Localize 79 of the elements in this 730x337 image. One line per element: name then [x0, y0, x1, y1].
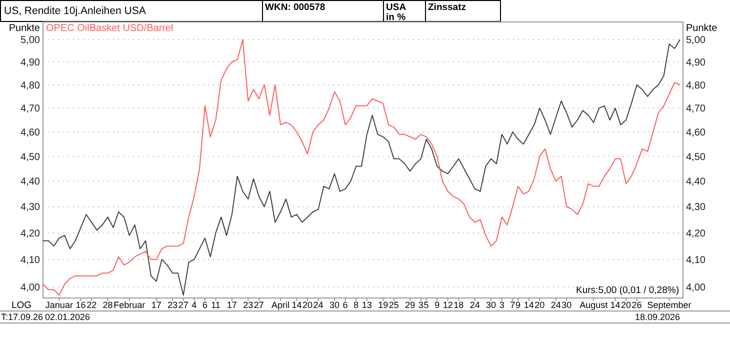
- text: 4,40: [686, 176, 706, 188]
- y-tick-label: 4,60: [20, 127, 40, 138]
- x-tick-label: 11: [211, 300, 220, 310]
- text: Zinssatz: [428, 2, 466, 13]
- y-tick-label: 4,30: [20, 202, 40, 214]
- x-tick-label: 9: [516, 300, 521, 310]
- annotation: Kurs:5,00 (0,01 / 0,28%): [576, 285, 679, 296]
- text: 4,80: [686, 80, 706, 92]
- x-tick-label: 5: [424, 300, 429, 310]
- text: LOG: [11, 300, 32, 311]
- x-tick-label: 20: [621, 300, 632, 310]
- x-tick-label: Februar: [114, 300, 146, 310]
- x-tick-label: 17: [226, 300, 237, 310]
- x-tick-label: 3: [499, 300, 504, 310]
- annotation: USA in %: [386, 2, 406, 23]
- text: 02.01.2026: [45, 312, 90, 322]
- x-tick-label: 25: [388, 300, 399, 310]
- text: 4,90: [686, 57, 706, 68]
- x-tick-label: 9: [434, 300, 440, 310]
- x-tick-label: 22: [86, 300, 97, 310]
- x-tick-label: 14: [610, 300, 620, 310]
- y-axis-title: Punkte: [8, 23, 40, 34]
- y-tick-label: 4,00: [20, 282, 40, 294]
- x-tick-label: 6: [202, 300, 208, 310]
- text: 18.09.2026: [634, 312, 680, 322]
- y2-axis-title: Punkte: [686, 23, 718, 34]
- text: 4,10: [686, 255, 706, 266]
- x-tick-label: 13: [362, 300, 372, 310]
- y-tick-label: 4,90: [20, 57, 40, 68]
- y-tick-label: 4,50: [20, 152, 40, 163]
- x-tick-label: 28: [102, 300, 113, 310]
- text: WKN: 000578: [265, 2, 326, 13]
- y-tick-label: 4,10: [20, 255, 40, 266]
- x-tick-label: 8: [354, 300, 359, 310]
- text: 5,00: [686, 35, 706, 46]
- x-tick-label: 30: [562, 300, 572, 310]
- x-tick-label: 23: [243, 300, 254, 310]
- x-tick-label: Januar: [45, 300, 73, 310]
- y-tick-label: 4,80: [20, 80, 40, 92]
- x-tick-label: 24: [470, 300, 480, 310]
- x-tick-label: 24: [550, 300, 561, 310]
- text: 4,20: [686, 228, 706, 240]
- x-tick-label: 7: [510, 300, 516, 310]
- x-tick-label: 30: [486, 300, 496, 310]
- text: OPEC OilBasket USD/Barrel: [46, 23, 174, 34]
- x-tick-label: 4: [192, 300, 197, 310]
- x-tick-label: 29: [405, 300, 416, 310]
- x-tick-label: 6: [342, 300, 348, 310]
- text: 4,50: [686, 152, 706, 163]
- x-tick-label: 18: [454, 300, 464, 310]
- x-tick-label: 23: [168, 300, 178, 310]
- text: 4,30: [686, 202, 706, 214]
- chart-title: US, Rendite 10j.Anleihen USA: [4, 5, 146, 17]
- x-tick-label: 17: [151, 300, 162, 310]
- x-tick-label: 14: [524, 300, 534, 310]
- x-tick-label: April: [272, 300, 290, 310]
- x-tick-label: 14: [292, 300, 302, 310]
- x-tick-label: 3: [418, 300, 424, 310]
- y-tick-label: 4,70: [20, 104, 40, 115]
- text: 4,60: [686, 127, 706, 138]
- x-tick-label: 19: [378, 300, 388, 310]
- x-tick-label: 26: [632, 300, 642, 310]
- x-tick-label: 16: [76, 300, 86, 310]
- text: 4,00: [686, 282, 706, 294]
- x-tick-label: 20: [302, 300, 313, 310]
- x-tick-label: 27: [178, 300, 188, 310]
- x-tick-label: September: [647, 300, 692, 310]
- x-tick-label: 30: [330, 300, 340, 310]
- text: T:17.09.26: [1, 312, 44, 322]
- text: 4,70: [686, 104, 706, 115]
- x-tick-label: 20: [534, 300, 545, 310]
- line-series: [42, 39, 680, 296]
- y-tick-label: 4,40: [20, 176, 40, 188]
- x-tick-label: August: [580, 300, 608, 310]
- x-tick-label: 12: [442, 300, 453, 310]
- x-tick-label: 24: [313, 300, 324, 310]
- x-tick-label: 27: [254, 300, 264, 310]
- y-tick-label: 5,00: [20, 35, 40, 46]
- y-tick-label: 4,20: [20, 228, 40, 240]
